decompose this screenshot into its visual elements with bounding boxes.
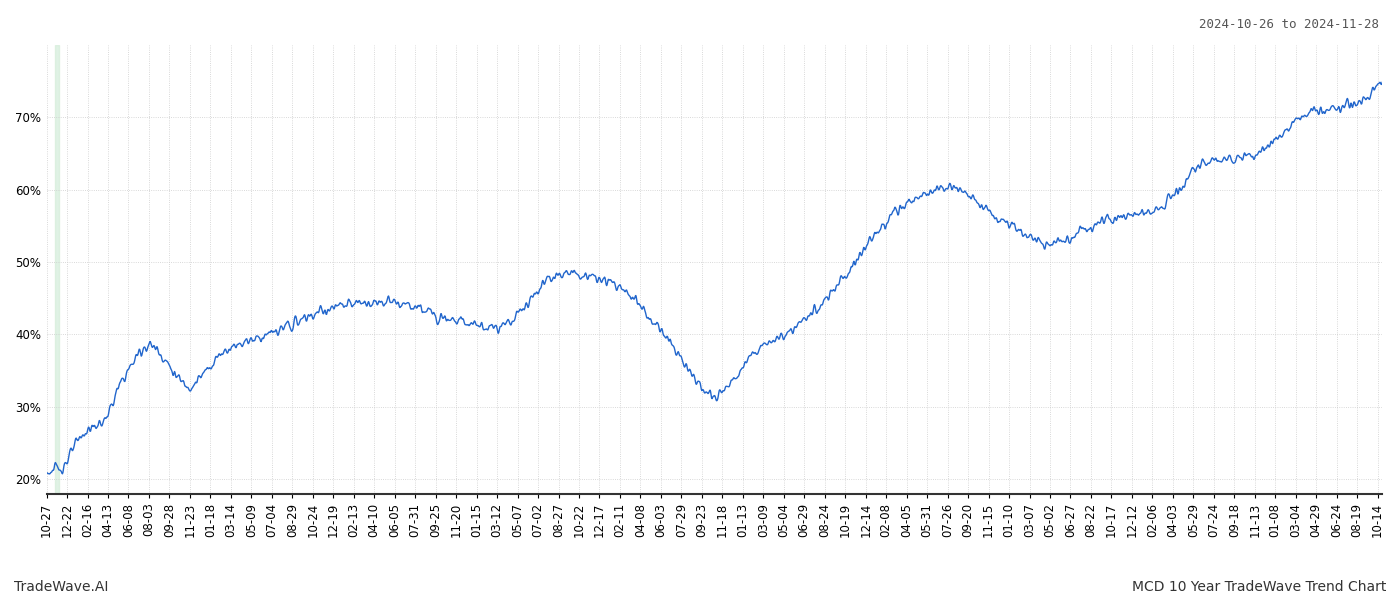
Text: TradeWave.AI: TradeWave.AI [14, 580, 108, 594]
Bar [55, 45, 59, 494]
Text: 2024-10-26 to 2024-11-28: 2024-10-26 to 2024-11-28 [1198, 18, 1379, 31]
Text: MCD 10 Year TradeWave Trend Chart: MCD 10 Year TradeWave Trend Chart [1131, 580, 1386, 594]
